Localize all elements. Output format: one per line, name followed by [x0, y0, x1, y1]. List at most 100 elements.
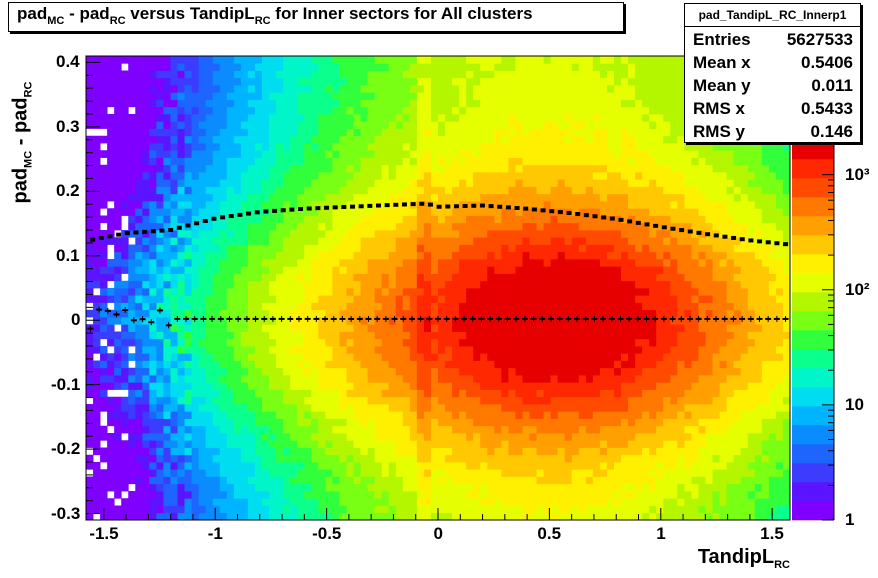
- heatmap-cell: [135, 193, 143, 202]
- heatmap-cell: [494, 63, 502, 71]
- heatmap-cell: [283, 396, 291, 405]
- heatmap-cell: [388, 469, 397, 477]
- heatmap-cell: [93, 505, 101, 514]
- heatmap-cell: [86, 512, 94, 521]
- heatmap-cell: [226, 375, 235, 383]
- heatmap-cell: [269, 106, 277, 115]
- heatmap-cell: [318, 512, 326, 521]
- heatmap-cell: [163, 375, 171, 383]
- heatmap-cell: [142, 193, 150, 202]
- heatmap-cell: [226, 389, 235, 398]
- heatmap-cell: [269, 215, 277, 224]
- heatmap-cell: [304, 266, 312, 274]
- heatmap-cell: [614, 404, 622, 412]
- heatmap-cell: [212, 164, 221, 173]
- heatmap-cell: [170, 208, 178, 216]
- heatmap-cell: [466, 498, 474, 506]
- heatmap-cell: [262, 63, 270, 71]
- heatmap-cell: [226, 404, 235, 412]
- heatmap-cell: [170, 157, 178, 166]
- heatmap-cell: [156, 244, 164, 253]
- heatmap-cell: [290, 433, 298, 441]
- heatmap-cell: [557, 353, 566, 361]
- heatmap-cell: [606, 476, 615, 485]
- heatmap-cell: [262, 259, 270, 267]
- heatmap-cell: [240, 491, 249, 499]
- heatmap-cell: [135, 157, 143, 166]
- heatmap-cell: [487, 157, 495, 166]
- heatmap-cell: [156, 433, 164, 441]
- heatmap-cell: [445, 360, 453, 369]
- heatmap-cell: [325, 353, 333, 361]
- heatmap-cell: [170, 150, 178, 158]
- heatmap-cell: [219, 454, 228, 463]
- heatmap-cell: [494, 56, 502, 64]
- heatmap-cell: [416, 469, 425, 477]
- heatmap-cell: [149, 331, 157, 340]
- heatmap-cell: [177, 273, 185, 282]
- heatmap-cell: [508, 280, 516, 289]
- heatmap-cell: [409, 280, 418, 289]
- heatmap-cell: [114, 99, 122, 108]
- heatmap-cell: [304, 396, 312, 405]
- heatmap-cell: [501, 302, 509, 311]
- heatmap-cell: [614, 266, 622, 274]
- heatmap-cell: [409, 447, 418, 456]
- heatmap-cell: [621, 411, 629, 419]
- heatmap-cell: [423, 382, 432, 390]
- heatmap-cell: [360, 331, 368, 340]
- heatmap-cell: [409, 425, 418, 434]
- heatmap-cell: [86, 172, 94, 180]
- heatmap-cell: [522, 360, 530, 369]
- heatmap-cell: [205, 266, 214, 274]
- heatmap-cell: [430, 302, 439, 311]
- heatmap-cell: [374, 244, 383, 253]
- heatmap-cell: [353, 440, 361, 448]
- heatmap-cell: [374, 92, 383, 100]
- heatmap-cell: [536, 512, 544, 521]
- heatmap-cell: [430, 222, 439, 231]
- heatmap-cell: [353, 382, 361, 390]
- heatmap-cell: [276, 128, 284, 137]
- heatmap-cell: [212, 331, 221, 340]
- heatmap-cell: [550, 157, 559, 166]
- heatmap-cell: [170, 389, 178, 398]
- heatmap-cell: [177, 288, 185, 296]
- heatmap-cell: [536, 56, 544, 64]
- heatmap-cell: [466, 512, 474, 521]
- heatmap-cell: [339, 418, 347, 427]
- heatmap-cell: [459, 476, 467, 485]
- heatmap-cell: [121, 266, 129, 274]
- heatmap-cell: [135, 317, 143, 325]
- heatmap-cell: [86, 389, 94, 398]
- heatmap-cell: [346, 266, 354, 274]
- heatmap-cell: [177, 454, 185, 463]
- heatmap-cell: [402, 411, 411, 419]
- heatmap-cell: [416, 63, 425, 71]
- heatmap-cell: [332, 367, 340, 376]
- heatmap-cell: [494, 157, 502, 166]
- heatmap-cell: [409, 367, 418, 376]
- heatmap-cell: [177, 324, 185, 332]
- heatmap-cell: [381, 418, 390, 427]
- heatmap-cell: [142, 121, 150, 129]
- heatmap-cell: [430, 418, 439, 427]
- heatmap-cell: [522, 266, 530, 274]
- heatmap-cell: [430, 244, 439, 253]
- heatmap-cell: [459, 222, 467, 231]
- heatmap-cell: [311, 179, 319, 187]
- heatmap-cell: [494, 418, 502, 427]
- heatmap-cell: [621, 302, 629, 311]
- heatmap-cell: [515, 396, 523, 405]
- heatmap-cell: [550, 389, 559, 398]
- heatmap-cell: [501, 389, 509, 398]
- heatmap-cell: [459, 114, 467, 122]
- heatmap-cell: [269, 266, 277, 274]
- heatmap-cell: [283, 302, 291, 311]
- heatmap-cell: [353, 237, 361, 245]
- heatmap-cell: [381, 150, 390, 158]
- heatmap-cell: [564, 433, 573, 441]
- heatmap-cell: [205, 201, 214, 209]
- heatmap-cell: [212, 208, 221, 216]
- heatmap-cell: [367, 375, 376, 383]
